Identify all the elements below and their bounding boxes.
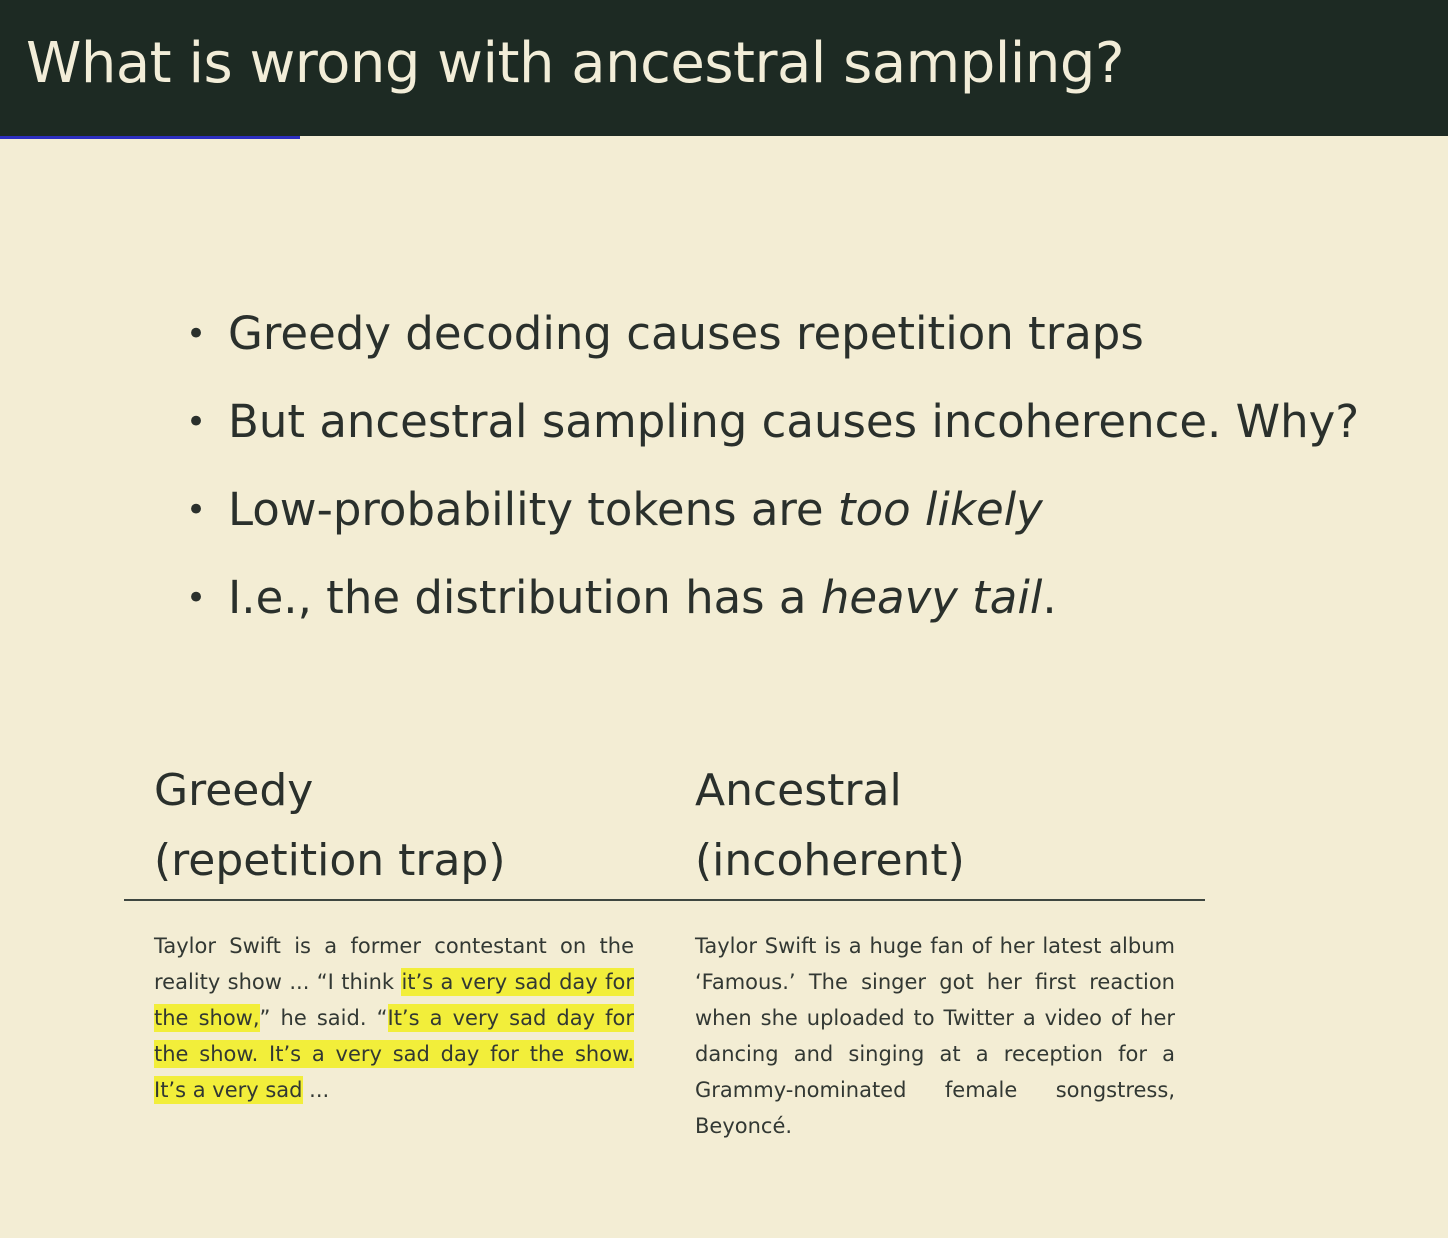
bullet-text: But ancestral sampling causes incoherenc… — [228, 395, 1360, 448]
bullet-dot-icon: • — [186, 402, 207, 442]
greedy-column-heading: Greedy (repetition trap) — [154, 756, 506, 896]
bullet-item: • Greedy decoding causes repetition traps — [186, 302, 1359, 390]
greedy-title: Greedy — [154, 765, 314, 816]
bullet-dot-icon: • — [186, 314, 207, 354]
ancestral-sample-text: Taylor Swift is a huge fan of her latest… — [695, 928, 1175, 1144]
bullet-emphasis: too likely — [837, 483, 1043, 536]
highlighted-repetition: It’s a very sad day for the show. It’s a… — [154, 1004, 635, 1104]
greedy-subtitle: (repetition trap) — [154, 835, 506, 886]
sample-text-segment: Taylor Swift is a former contestant on t… — [154, 934, 634, 994]
bullet-emphasis: heavy tail — [820, 571, 1043, 624]
greedy-sample-text: Taylor Swift is a former contestant on t… — [154, 928, 635, 1108]
slide-title: What is wrong with ancestral sampling? — [26, 31, 1125, 96]
bullet-dot-icon: • — [186, 578, 207, 618]
bullet-text: I.e., the distribution has a — [228, 571, 821, 624]
bullet-text: Low-probability tokens are — [228, 483, 838, 536]
ancestral-title: Ancestral — [695, 765, 902, 816]
slide-header: What is wrong with ancestral sampling? — [0, 0, 1448, 136]
bullet-item: • Low-probability tokens are too likely — [186, 478, 1359, 566]
table-rule — [124, 899, 1205, 901]
sample-text-segment: ” he said. “ — [259, 1006, 388, 1030]
sample-text-segment: Taylor Swift is a huge fan of her latest… — [695, 934, 1175, 1138]
bullet-item: • But ancestral sampling causes incoheren… — [186, 390, 1359, 478]
ancestral-column-heading: Ancestral (incoherent) — [695, 756, 965, 896]
bullet-list: • Greedy decoding causes repetition traps… — [186, 302, 1359, 654]
bullet-item: • I.e., the distribution has a heavy tail… — [186, 566, 1359, 654]
bullet-text: . — [1042, 571, 1057, 624]
ancestral-subtitle: (incoherent) — [695, 835, 965, 886]
bullet-text: Greedy decoding causes repetition traps — [228, 307, 1144, 360]
sample-text-segment: ... — [302, 1078, 330, 1102]
bullet-dot-icon: • — [186, 490, 207, 530]
slide-progress-bar — [0, 136, 300, 139]
